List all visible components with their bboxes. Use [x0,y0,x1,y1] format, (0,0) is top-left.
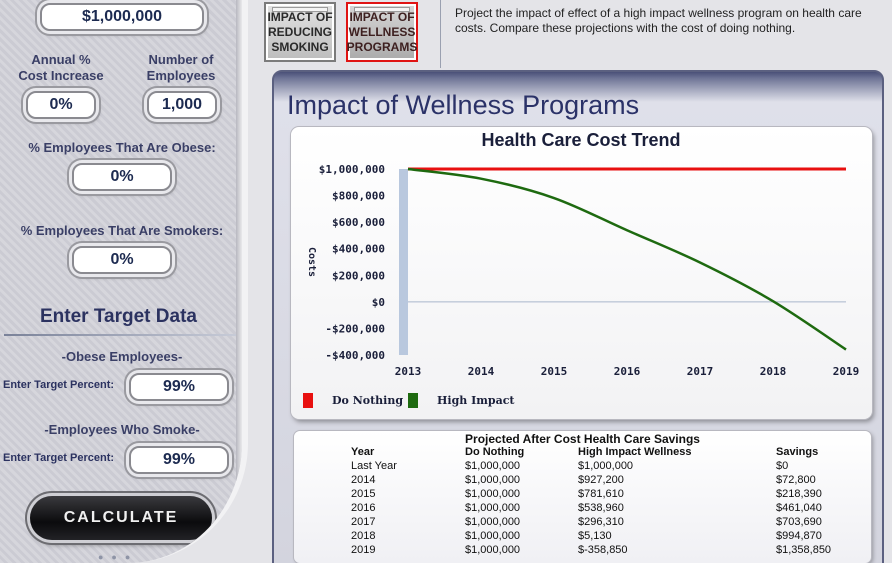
cell-savings: $703,690 [776,516,822,528]
tab-label: IMPACT OF WELLNESS PROGRAMS [346,9,418,54]
cell-savings: $461,040 [776,502,822,514]
cell-year: Last Year [351,460,397,472]
cell-high-impact: $538,960 [578,502,624,514]
x-tick-label: 2016 [614,365,641,378]
cell-do-nothing: $1,000,000 [465,516,521,528]
obese-target-label: Enter Target Percent: [3,379,115,391]
num-employees-field[interactable]: 1,000 [147,91,217,119]
tab-top-bar [354,7,410,12]
cell-high-impact: $781,610 [578,488,624,500]
cell-do-nothing: $1,000,000 [465,502,521,514]
y-tick-label: -$200,000 [325,322,385,335]
x-tick-label: 2019 [833,365,860,378]
obese-label: % Employees That Are Obese: [28,140,216,155]
y-tick-label: $200,000 [332,269,385,282]
smoke-target-heading: -Employees Who Smoke- [44,422,200,437]
cell-savings: $1,358,850 [776,544,832,556]
cell-year: 2015 [351,488,376,500]
page-title: Impact of Wellness Programs [287,90,640,120]
cell-do-nothing: $1,000,000 [465,460,521,472]
target-data-title: Enter Target Data [40,306,197,327]
tab-reducing-smoking[interactable]: IMPACT OF REDUCING SMOKING [264,2,336,62]
cell-year: 2014 [351,474,376,486]
table-row: Last Year $1,000,000 $1,000,000 $0 [294,460,871,474]
cell-year: 2016 [351,502,376,514]
y-tick-label: $400,000 [332,243,385,256]
annual-cost-increase-label: Annual % Cost Increase [18,52,104,83]
cell-high-impact: $-358,850 [578,544,628,556]
cell-high-impact: $5,130 [578,530,612,542]
legend-swatch [303,393,313,408]
header-savings: Savings [776,446,819,458]
cell-do-nothing: $1,000,000 [465,544,521,556]
cell-savings: $0 [776,460,789,472]
legend-label: Do Nothing [332,394,403,407]
page-description: Project the impact of effect of a high i… [455,6,862,35]
table-row: 2017 $1,000,000 $296,310 $703,690 [294,516,871,530]
y-tick-label: $1,000,000 [319,163,385,176]
num-employees-label: Number of Employees [146,52,216,83]
tab-wellness-programs[interactable]: IMPACT OF WELLNESS PROGRAMS [346,2,418,62]
tab-top-bar [272,7,328,12]
cell-high-impact: $927,200 [578,474,624,486]
legend-swatch [408,393,418,408]
x-tick-label: 2015 [541,365,568,378]
smoke-target-field[interactable]: 99% [129,446,229,474]
smoke-target-label: Enter Target Percent: [3,452,115,464]
cell-savings: $994,870 [776,530,822,542]
table-title: Projected After Cost Health Care Savings [465,432,700,446]
table-row: 2019 $1,000,000 $-358,850 $1,358,850 [294,544,871,558]
tab-label: IMPACT OF REDUCING SMOKING [267,9,333,54]
obese-target-heading: -Obese Employees- [61,349,183,364]
cost-trend-chart: Health Care Cost Trend $1,000,000 $800,000… [303,130,860,408]
cell-high-impact: $1,000,000 [578,460,634,472]
table-row: 2018 $1,000,000 $5,130 $994,870 [294,530,871,544]
x-tick-label: 2013 [395,365,422,378]
y-axis-label: Costs [306,247,317,277]
savings-table: Projected After Cost Health Care Savings… [294,431,871,563]
y-tick-label: -$400,000 [325,349,385,362]
smokers-field[interactable]: 0% [72,246,172,274]
cell-do-nothing: $1,000,000 [465,530,521,542]
cell-do-nothing: $1,000,000 [465,488,521,500]
y-tick-label: $600,000 [332,216,385,229]
header-separator [440,0,441,68]
cell-savings: $72,800 [776,474,816,486]
smokers-label: % Employees That Are Smokers: [20,223,224,238]
target-divider [4,334,240,336]
page-dots: ●●● [98,552,139,562]
chart-card: Health Care Cost Trend $1,000,000 $800,000… [291,127,872,419]
obese-field[interactable]: 0% [72,163,172,191]
table-row: 2015 $1,000,000 $781,610 $218,390 [294,488,871,502]
calculate-button[interactable]: CALCULATE [30,496,212,540]
y-tick-label: $0 [372,296,385,309]
series-line-high-impact [407,167,847,351]
x-tick-label: 2017 [687,365,714,378]
cell-year: 2019 [351,544,376,556]
table-row: 2016 $1,000,000 $538,960 $461,040 [294,502,871,516]
cell-high-impact: $296,310 [578,516,624,528]
header-high-impact: High Impact Wellness [578,446,692,458]
legend-label: High Impact [437,394,515,407]
input-panel: $1,000,000 Annual % Cost Increase Number… [0,0,248,563]
chart-title: Health Care Cost Trend [481,130,680,150]
table-row: 2014 $1,000,000 $927,200 $72,800 [294,474,871,488]
obese-target-field[interactable]: 99% [129,373,229,401]
annual-cost-increase-field[interactable]: 0% [26,91,96,119]
current-cost-field[interactable]: $1,000,000 [40,3,204,31]
cell-year: 2017 [351,516,376,528]
header-year: Year [351,446,375,458]
cell-savings: $218,390 [776,488,822,500]
cell-year: 2018 [351,530,376,542]
x-tick-label: 2018 [760,365,787,378]
y-tick-label: $800,000 [332,190,385,203]
table-header-row: Year Do Nothing High Impact Wellness Sav… [294,446,871,460]
cell-do-nothing: $1,000,000 [465,474,521,486]
current-cost-value: $1,000,000 [81,8,163,25]
header-do-nothing: Do Nothing [465,446,525,458]
x-tick-label: 2014 [468,365,495,378]
y-axis-band [399,169,408,355]
